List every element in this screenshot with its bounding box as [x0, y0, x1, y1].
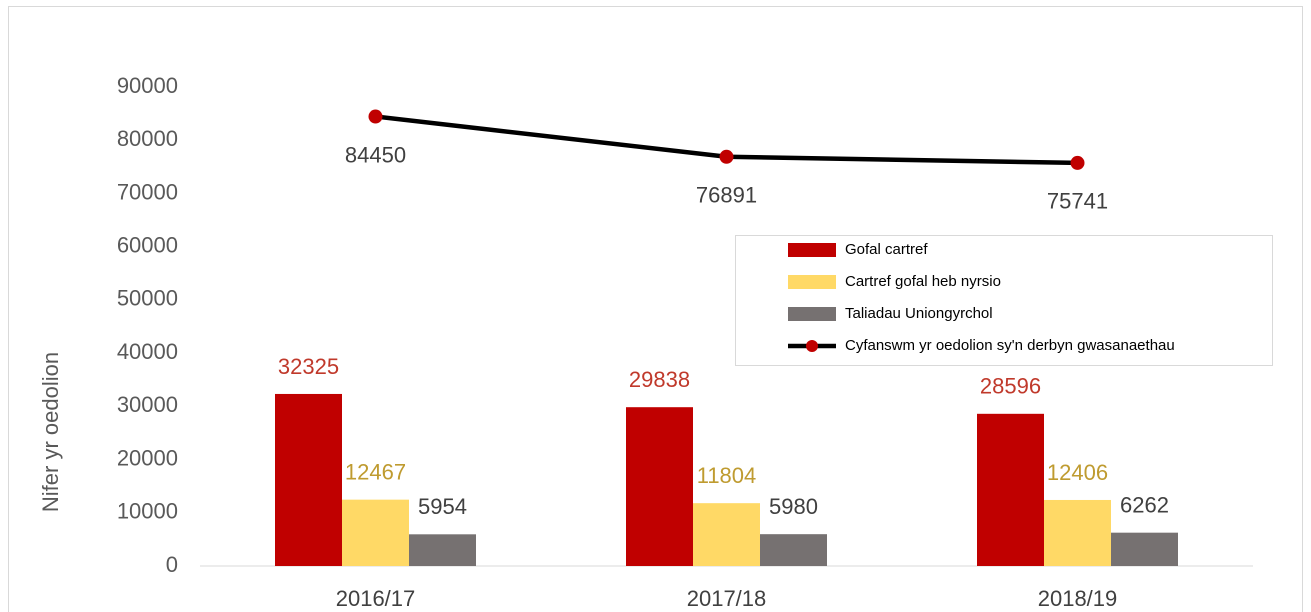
data-label: 29838 — [629, 367, 690, 392]
data-label: 28596 — [980, 374, 1041, 399]
data-label: 84450 — [345, 142, 406, 167]
line-marker — [368, 109, 383, 124]
legend-label: Cartref gofal heb nyrsio — [845, 273, 1001, 290]
data-label: 12467 — [345, 459, 406, 484]
legend-label: Gofal cartref — [845, 241, 928, 258]
legend-marker — [806, 340, 818, 352]
legend-swatch — [788, 243, 836, 257]
y-tick-label: 90000 — [117, 73, 178, 98]
y-tick-label: 60000 — [117, 232, 178, 257]
y-tick-label: 70000 — [117, 179, 178, 204]
bar — [626, 407, 693, 566]
bar — [760, 534, 827, 566]
data-label: 11804 — [697, 463, 757, 488]
y-tick-label: 40000 — [117, 339, 178, 364]
data-label: 5954 — [418, 494, 467, 519]
x-tick-label: 2016/17 — [336, 586, 416, 611]
line-marker — [1070, 155, 1085, 170]
data-label: 5980 — [769, 494, 818, 519]
y-tick-label: 0 — [166, 552, 178, 577]
bar — [275, 393, 342, 566]
legend-swatch — [788, 307, 836, 321]
bar — [977, 413, 1044, 566]
line-marker — [719, 149, 734, 164]
y-axis-label: Nifer yr oedolion — [38, 352, 63, 512]
legend-label: Taliadau Uniongyrchol — [845, 305, 993, 322]
bar — [409, 534, 476, 566]
x-tick-label: 2018/19 — [1038, 586, 1118, 611]
data-label: 12406 — [1047, 460, 1108, 485]
y-tick-label: 50000 — [117, 286, 178, 311]
y-tick-label: 30000 — [117, 392, 178, 417]
bar — [1044, 499, 1111, 566]
y-tick-label: 20000 — [117, 445, 178, 470]
bar — [693, 503, 760, 566]
data-label: 75741 — [1047, 189, 1108, 214]
bar — [342, 499, 409, 566]
legend-label: Cyfanswm yr oedolion sy'n derbyn gwasana… — [845, 337, 1175, 354]
bar — [1111, 532, 1178, 566]
y-tick-label: 80000 — [117, 126, 178, 151]
data-label: 6262 — [1120, 492, 1169, 517]
data-label: 32325 — [278, 354, 339, 379]
legend-swatch — [788, 275, 836, 289]
x-tick-label: 2017/18 — [687, 586, 767, 611]
data-label: 76891 — [696, 183, 757, 208]
y-tick-label: 10000 — [117, 499, 178, 524]
